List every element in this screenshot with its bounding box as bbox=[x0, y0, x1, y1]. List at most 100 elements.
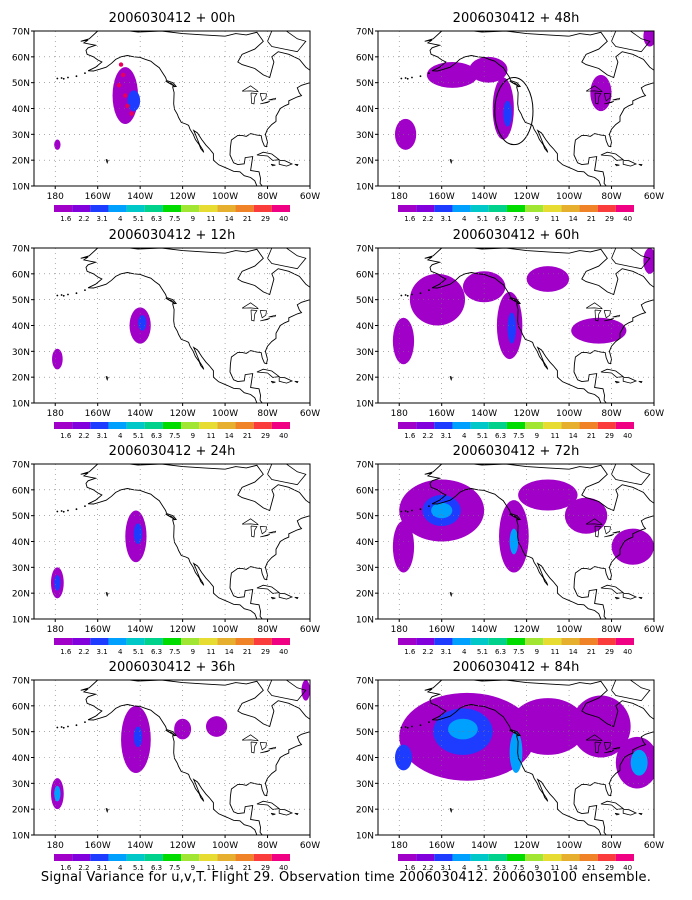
variance-shading bbox=[174, 718, 192, 740]
observation-dot bbox=[118, 62, 124, 67]
colorbar-label: 9 bbox=[191, 864, 195, 870]
colorbar-swatch bbox=[452, 205, 471, 212]
island-dot bbox=[62, 294, 65, 297]
coastline bbox=[80, 31, 310, 186]
colorbar-label: 9 bbox=[191, 648, 195, 656]
colorbar-swatch bbox=[416, 205, 435, 212]
island-dot bbox=[75, 508, 78, 511]
colorbar-swatch bbox=[561, 854, 580, 861]
colorbar-label: 2.2 bbox=[422, 648, 433, 656]
x-tick-label: 80W bbox=[601, 841, 621, 851]
colorbar-swatch bbox=[579, 205, 598, 212]
colorbar-label: 5.1 bbox=[477, 432, 488, 440]
panel-title: 2006030412 + 12h bbox=[109, 228, 236, 243]
colorbar-swatch bbox=[199, 205, 218, 212]
colorbar-label: 14 bbox=[225, 215, 234, 223]
x-tick-label: 120W bbox=[170, 841, 196, 851]
colorbar: 1.6 2.2 3.1 4 5.1 6.3 7.5 9 11 14 21 29 40 bbox=[54, 638, 290, 656]
colorbar-label: 14 bbox=[569, 215, 578, 223]
colorbar-swatch bbox=[543, 854, 562, 861]
colorbar-swatch bbox=[181, 854, 200, 861]
colorbar-label: 9 bbox=[535, 864, 539, 870]
colorbar-label: 2.2 bbox=[78, 648, 89, 656]
colorbar-swatch bbox=[506, 638, 526, 645]
lake-outline bbox=[250, 525, 258, 538]
colorbar: 1.6 2.2 3.1 4 5.1 6.3 7.5 9 11 14 21 29 40 bbox=[398, 854, 634, 872]
lake-outline bbox=[268, 97, 277, 101]
colorbar-swatch bbox=[271, 422, 290, 429]
variance-shading bbox=[630, 749, 648, 776]
map-panel: 2006030412 + 84h 70N 60N 50N 40N 30N 20N 10N 180… bbox=[356, 660, 664, 872]
panel-title: 2006030412 + 48h bbox=[453, 11, 580, 26]
observation-dot bbox=[120, 72, 126, 78]
y-tick-label: 40N bbox=[12, 754, 30, 764]
y-tick-label: 70N bbox=[356, 677, 374, 687]
x-tick-label: 60W bbox=[644, 409, 664, 419]
colorbar-swatch bbox=[271, 638, 290, 645]
lake-outline bbox=[260, 100, 270, 105]
y-tick-label: 50N bbox=[12, 512, 30, 522]
x-tick-label: 100W bbox=[556, 192, 582, 202]
colorbar-label: 1.6 bbox=[404, 648, 416, 656]
x-tick-label: 180 bbox=[47, 409, 64, 419]
colorbar-swatch bbox=[398, 422, 417, 429]
y-tick-label: 30N bbox=[356, 564, 374, 574]
x-tick-label: 100W bbox=[556, 625, 582, 635]
colorbar-swatch bbox=[181, 422, 200, 429]
lake-outline bbox=[612, 530, 621, 534]
colorbar-label: 3.1 bbox=[97, 432, 108, 440]
colorbar-label: 9 bbox=[191, 215, 195, 223]
map-panel: 2006030412 + 48h 70N 60N 50N 40N 30N 20N 10N 180… bbox=[356, 11, 664, 223]
lake-outline bbox=[594, 525, 602, 538]
y-tick-label: 20N bbox=[12, 374, 30, 384]
x-tick-label: 120W bbox=[170, 625, 196, 635]
colorbar-swatch bbox=[217, 638, 236, 645]
colorbar-swatch bbox=[452, 638, 471, 645]
y-tick-label: 10N bbox=[12, 616, 30, 626]
colorbar-label: 6.3 bbox=[495, 432, 506, 440]
island-dot bbox=[400, 726, 403, 729]
colorbar-swatch bbox=[506, 422, 526, 429]
coastline bbox=[424, 464, 654, 619]
island-dot bbox=[400, 77, 403, 80]
y-tick-label: 20N bbox=[356, 157, 374, 167]
x-tick-label: 60W bbox=[644, 841, 664, 851]
lake-outline bbox=[594, 92, 602, 105]
variance-shading bbox=[571, 695, 631, 758]
colorbar-label: 2.2 bbox=[422, 215, 433, 223]
colorbar-label: 6.3 bbox=[151, 864, 162, 870]
colorbar-swatch bbox=[398, 854, 417, 861]
island-outline bbox=[638, 380, 643, 384]
colorbar-label: 7.5 bbox=[513, 864, 524, 870]
colorbar-label: 21 bbox=[587, 215, 596, 223]
x-tick-label: 180 bbox=[47, 192, 64, 202]
colorbar-swatch bbox=[162, 422, 182, 429]
colorbar-label: 4 bbox=[118, 864, 123, 870]
island-outline bbox=[614, 596, 620, 600]
lake-outline bbox=[604, 749, 614, 754]
colorbar-swatch bbox=[199, 854, 218, 861]
map-panel: 2006030412 + 12h 70N 60N 50N 40N 30N 20N 10N 180… bbox=[12, 228, 320, 440]
x-tick-label: 140W bbox=[127, 409, 153, 419]
map-panel: 2006030412 + 72h 70N 60N 50N 40N 30N 20N 10N 180… bbox=[356, 444, 664, 656]
colorbar-swatch bbox=[253, 205, 272, 212]
island-dot bbox=[400, 294, 403, 297]
colorbar-swatch bbox=[90, 638, 109, 645]
y-tick-label: 10N bbox=[356, 616, 374, 626]
x-tick-label: 120W bbox=[514, 841, 540, 851]
observation-dot bbox=[116, 83, 122, 88]
y-tick-label: 10N bbox=[12, 183, 30, 193]
lake-outline bbox=[260, 749, 270, 754]
observation-dot bbox=[123, 93, 128, 98]
colorbar-swatch bbox=[162, 854, 182, 861]
y-tick-label: 40N bbox=[356, 538, 374, 548]
y-tick-label: 10N bbox=[12, 832, 30, 842]
island-outline bbox=[105, 159, 109, 164]
colorbar-label: 2.2 bbox=[422, 432, 433, 440]
lake-outline bbox=[603, 526, 611, 535]
colorbar-label: 11 bbox=[551, 432, 560, 440]
island-outline bbox=[614, 812, 620, 816]
colorbar-swatch bbox=[579, 422, 598, 429]
island-outline bbox=[622, 809, 638, 816]
x-tick-label: 100W bbox=[556, 409, 582, 419]
